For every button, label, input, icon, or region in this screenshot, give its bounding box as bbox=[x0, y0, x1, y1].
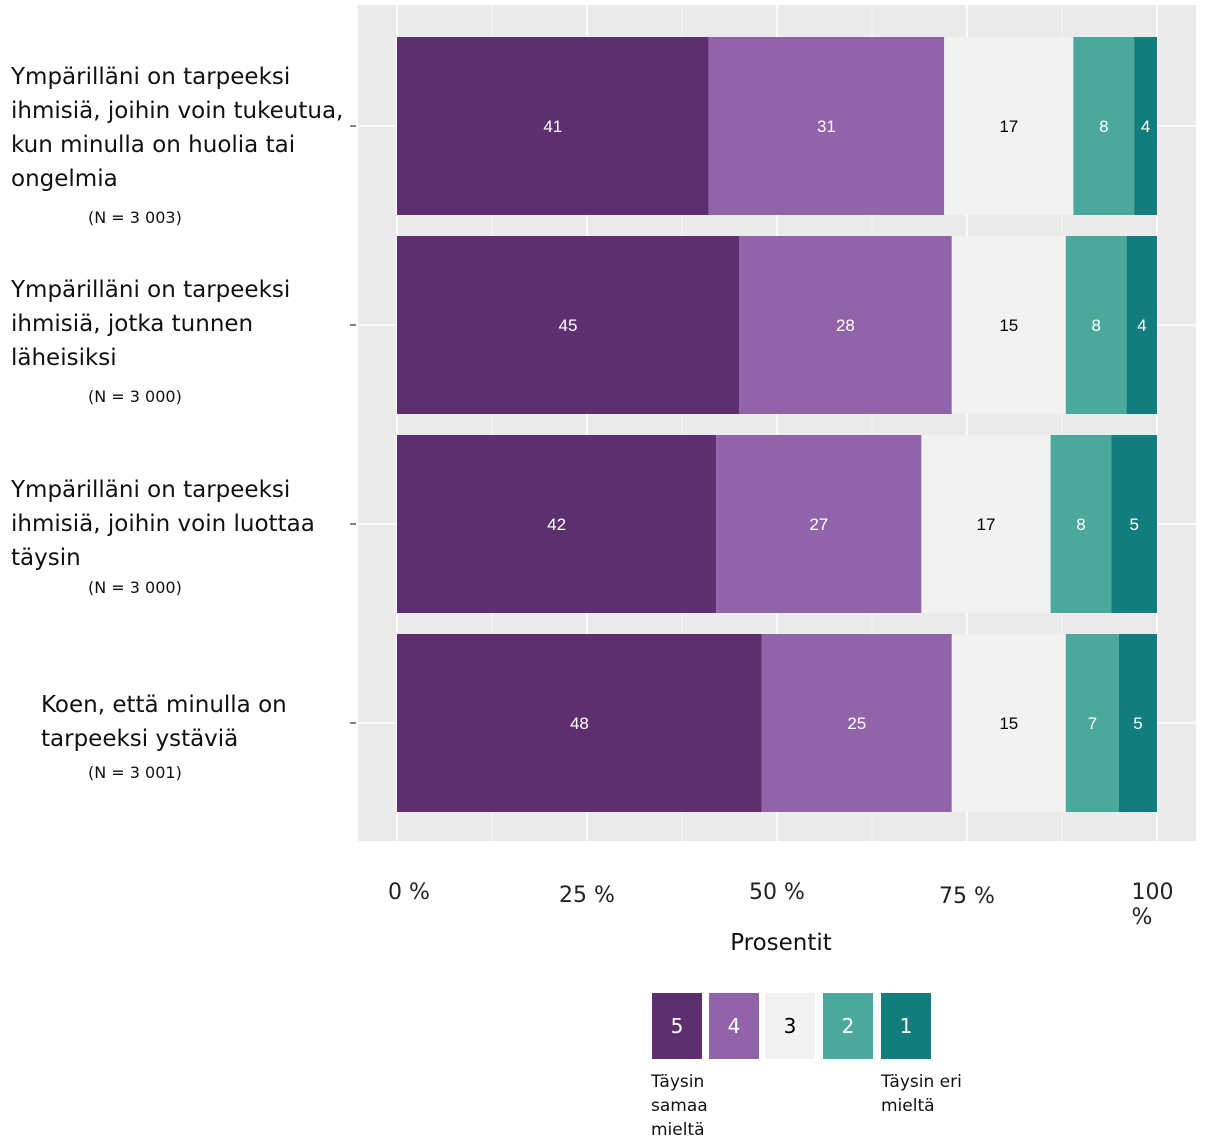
legend-key-4: 4 bbox=[709, 993, 759, 1059]
data-label: 42 bbox=[547, 515, 566, 534]
data-label: 4 bbox=[1141, 117, 1150, 136]
bar-segment-3-row-2 bbox=[951, 236, 1066, 414]
x-tick-label: 0 % bbox=[388, 880, 430, 905]
bar-segment-4-row-2 bbox=[739, 236, 952, 414]
bar-segment-1-row-4 bbox=[1119, 634, 1157, 812]
legend-key-5: 5 bbox=[652, 993, 702, 1059]
legend-left-note: Täysin samaa mieltä bbox=[651, 1072, 708, 1140]
category-label: Ympärilläni on tarpeeksi ihmisiä, jotka … bbox=[11, 277, 291, 371]
data-label: 25 bbox=[847, 714, 866, 733]
category-sample-size: (N = 3 003) bbox=[88, 208, 182, 227]
category-sample-size: (N = 3 001) bbox=[88, 763, 182, 782]
data-label: 45 bbox=[559, 316, 578, 335]
category-sample-size: (N = 3 000) bbox=[88, 387, 182, 406]
x-tick-label: 25 % bbox=[559, 883, 615, 908]
x-axis-title: Prosentit bbox=[730, 930, 832, 956]
bar-segment-1-row-1 bbox=[1134, 37, 1157, 215]
legend-key-1: 1 bbox=[881, 993, 931, 1059]
data-label: 15 bbox=[999, 714, 1018, 733]
data-label: 48 bbox=[570, 714, 589, 733]
category-label: Koen, että minulla on tarpeeksi ystäviä bbox=[41, 692, 287, 752]
data-label: 8 bbox=[1076, 515, 1085, 534]
bar-segment-5-row-2 bbox=[397, 236, 739, 414]
bar-segment-2-row-1 bbox=[1073, 37, 1135, 215]
data-label: 28 bbox=[836, 316, 855, 335]
x-tick-label: 50 % bbox=[749, 880, 805, 905]
x-tick-label: 100 % bbox=[1131, 880, 1174, 930]
bar-segment-2-row-2 bbox=[1065, 236, 1127, 414]
bar-segment-2-row-4 bbox=[1065, 634, 1119, 812]
bar-segment-5-row-1 bbox=[397, 37, 709, 215]
bar-segment-3-row-1 bbox=[944, 37, 1074, 215]
bar-segment-3-row-3 bbox=[921, 435, 1051, 613]
bar-segment-5-row-4 bbox=[397, 634, 762, 812]
data-label: 5 bbox=[1129, 515, 1138, 534]
data-label: 5 bbox=[1133, 714, 1142, 733]
bar-segment-4-row-1 bbox=[708, 37, 945, 215]
bar-segment-4-row-3 bbox=[716, 435, 922, 613]
legend-key-3: 3 bbox=[765, 993, 815, 1059]
bar-segment-1-row-3 bbox=[1111, 435, 1157, 613]
data-label: 31 bbox=[817, 117, 836, 136]
legend-key-2: 2 bbox=[823, 993, 873, 1059]
data-label: 4 bbox=[1137, 316, 1146, 335]
data-label: 41 bbox=[543, 117, 562, 136]
category-sample-size: (N = 3 000) bbox=[88, 578, 182, 597]
bar-segment-2-row-3 bbox=[1050, 435, 1112, 613]
data-label: 17 bbox=[977, 515, 996, 534]
bar-segment-4-row-4 bbox=[761, 634, 952, 812]
bar-segment-1-row-2 bbox=[1126, 236, 1157, 414]
bar-segment-5-row-3 bbox=[397, 435, 717, 613]
data-label: 27 bbox=[809, 515, 828, 534]
legend-right-note: Täysin eri mieltä bbox=[881, 1072, 962, 1116]
bar-segment-3-row-4 bbox=[951, 634, 1066, 812]
data-label: 17 bbox=[999, 117, 1018, 136]
x-tick-label: 75 % bbox=[939, 884, 995, 909]
category-label: Ympärilläni on tarpeeksi ihmisiä, joihin… bbox=[11, 477, 315, 571]
data-label: 15 bbox=[999, 316, 1018, 335]
data-label: 8 bbox=[1099, 117, 1108, 136]
data-label: 8 bbox=[1091, 316, 1100, 335]
category-label: Ympärilläni on tarpeeksi ihmisiä, joihin… bbox=[11, 64, 344, 192]
data-label: 7 bbox=[1088, 714, 1097, 733]
